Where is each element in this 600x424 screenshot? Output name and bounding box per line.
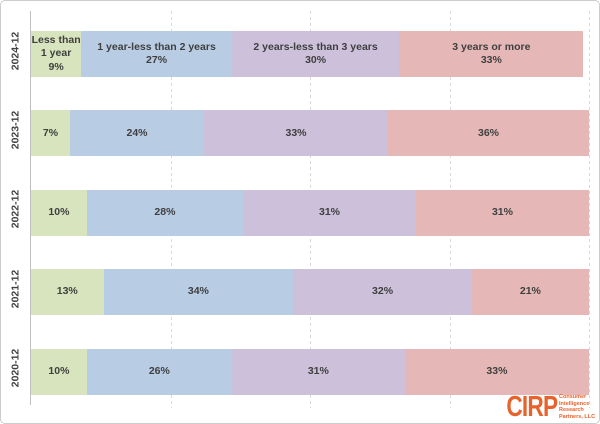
- bar-segment-label: 34%: [187, 285, 209, 298]
- category-label-text: 2023-12: [9, 110, 22, 150]
- bar-segment-label: 13%: [56, 285, 78, 298]
- bar-segment: 1 year-less than 2 years 27%: [81, 31, 232, 77]
- cirp-logo-line: Partners, LLC: [559, 413, 596, 420]
- bar-segment: 10%: [31, 348, 87, 395]
- stacked-bar-2020-12: 10% 26% 31% 33%: [31, 348, 589, 395]
- bar-segment: 21%: [471, 269, 589, 316]
- bar-segment-label: 31%: [319, 206, 341, 219]
- row-band-2023-12: 7% 24% 33% 36%: [31, 90, 589, 169]
- bar-segment: 3 years or more 33%: [399, 31, 584, 77]
- bar-segment-label: 32%: [372, 285, 394, 298]
- bar-segment: 2 years-less than 3 years 30%: [231, 31, 400, 77]
- bar-segment-label: 1 year: [40, 47, 72, 60]
- bar-segment-label: 33%: [285, 126, 307, 139]
- bar-segment: 24%: [70, 110, 204, 157]
- bar-segment-label: 26%: [148, 364, 170, 377]
- cirp-logo: CIRP Consumer Intelligence Research Part…: [492, 391, 595, 423]
- bar-segment: 31%: [416, 189, 589, 236]
- category-label-2024-12: 2024-12: [1, 11, 30, 90]
- plot-area: Less than 1 year 9% 1 year-less than 2 year…: [31, 11, 590, 408]
- bar-segment: 33%: [203, 110, 389, 157]
- category-label-2023-12: 2023-12: [1, 90, 30, 169]
- stacked-bar-2021-12: 13% 34% 32% 21%: [31, 269, 589, 316]
- row-band-2020-12: 10% 26% 31% 33%: [31, 329, 589, 408]
- bar-segment-label: 10%: [48, 206, 70, 219]
- bar-segment-label: 36%: [478, 126, 500, 139]
- bar-segment-label: 3 years or more: [452, 40, 531, 53]
- category-label-text: 2021-12: [9, 269, 22, 309]
- bar-segment: 26%: [86, 348, 232, 395]
- bar-segment: 28%: [86, 189, 244, 236]
- bar-segment: 33%: [404, 348, 589, 395]
- bar-segment: 32%: [293, 269, 472, 316]
- bar-segment: 13%: [31, 269, 104, 316]
- bar-segment-label: 1 year-less than 2 years: [97, 40, 216, 53]
- bar-segment: 31%: [231, 348, 405, 395]
- bar-segment-label: 21%: [519, 285, 541, 298]
- bar-segment-label: 2 years-less than 3 years: [253, 40, 378, 53]
- bar-segment-label: 30%: [305, 54, 327, 66]
- row-band-2024-12: Less than 1 year 9% 1 year-less than 2 year…: [31, 11, 589, 90]
- stacked-bar-2024-12: Less than 1 year 9% 1 year-less than 2 year…: [31, 31, 589, 77]
- y-axis-line: [30, 11, 31, 405]
- bar-segment: 10%: [31, 189, 87, 236]
- bar-segment: 31%: [243, 189, 416, 236]
- bar-segment-label: 9%: [48, 60, 64, 73]
- bar-segment: 34%: [103, 269, 294, 316]
- stacked-bar-2023-12: 7% 24% 33% 36%: [31, 110, 589, 157]
- category-label-text: 2020-12: [9, 349, 22, 388]
- category-label-text: 2024-12: [9, 31, 22, 70]
- bar-segment-label: 7%: [42, 126, 59, 139]
- bar-segment: 36%: [388, 110, 589, 157]
- bar-segment-label: 10%: [48, 364, 70, 377]
- gridline-100pct: [589, 11, 590, 408]
- category-label-2022-12: 2022-12: [1, 170, 30, 249]
- cirp-logo-subtext: Consumer Intelligence Research Partners,…: [559, 394, 595, 420]
- bar-segment-label: 33%: [486, 364, 508, 377]
- bar-segment-label: 33%: [480, 54, 502, 66]
- row-band-2021-12: 13% 34% 32% 21%: [31, 249, 589, 328]
- cirp-logo-text: CIRP: [506, 391, 558, 423]
- bar-segment-label: 27%: [146, 54, 168, 66]
- cirp-logo-line: Consumer: [559, 394, 587, 400]
- category-label-2020-12: 2020-12: [1, 329, 30, 408]
- category-label-text: 2022-12: [9, 190, 22, 229]
- row-band-2022-12: 10% 28% 31% 31%: [31, 170, 589, 249]
- bar-segment-label: 31%: [307, 364, 329, 377]
- bar-segment-label: 31%: [491, 206, 513, 219]
- cirp-logo-line: Research: [559, 407, 584, 413]
- bar-segment-label: Less than: [31, 33, 81, 46]
- cirp-logo-line: Intelligence: [559, 400, 590, 407]
- bar-segment: 7%: [31, 110, 71, 157]
- bar-segment-label: 28%: [154, 206, 176, 219]
- stacked-bar-2022-12: 10% 28% 31% 31%: [31, 189, 589, 236]
- bar-segment-label: 24%: [126, 126, 148, 139]
- bar-segment: Less than 1 year 9%: [31, 31, 82, 77]
- category-label-2021-12: 2021-12: [1, 249, 30, 328]
